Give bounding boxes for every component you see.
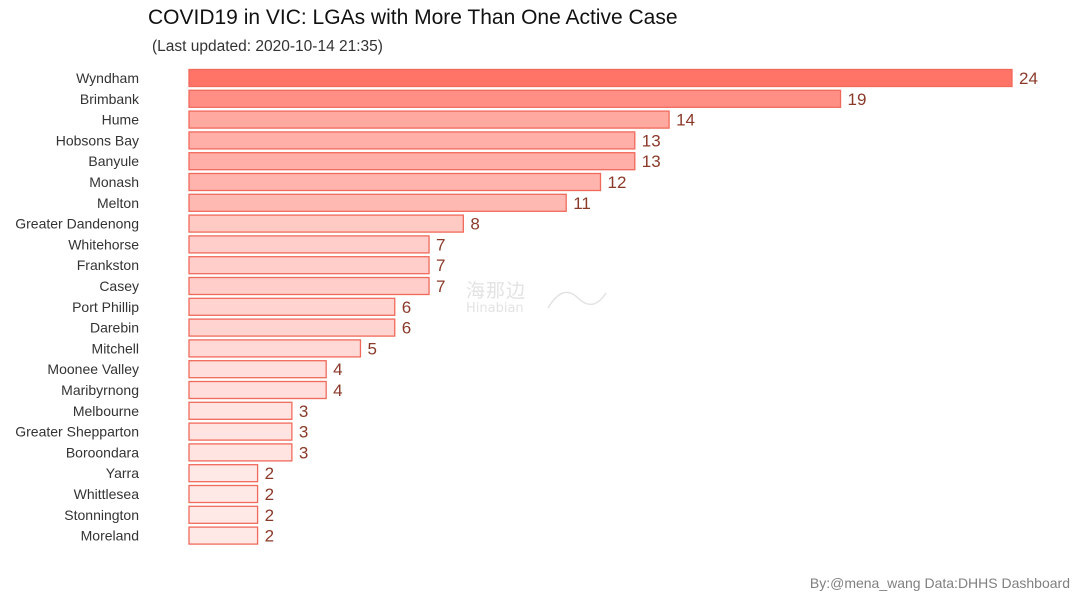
category-label-melbourne: Melbourne	[73, 403, 139, 419]
value-label-melton: 11	[573, 194, 591, 213]
category-label-darebin: Darebin	[90, 320, 139, 336]
category-label-brimbank: Brimbank	[80, 91, 140, 107]
category-label-port-phillip: Port Phillip	[72, 299, 139, 315]
chart-title: COVID19 in VIC: LGAs with More Than One …	[148, 6, 678, 29]
category-label-yarra: Yarra	[106, 465, 139, 481]
value-label-darebin: 6	[402, 319, 411, 338]
value-label-moreland: 2	[265, 527, 274, 546]
category-label-whitehorse: Whitehorse	[68, 236, 139, 252]
value-label-yarra: 2	[265, 464, 274, 483]
value-label-brimbank: 19	[848, 90, 867, 109]
category-label-moonee-valley: Moonee Valley	[47, 361, 139, 377]
value-label-banyule: 13	[642, 152, 661, 171]
bar-whittlesea	[188, 484, 259, 504]
bar-moonee-valley	[188, 360, 327, 379]
category-label-monash: Monash	[89, 174, 139, 190]
value-label-maribyrnong: 4	[333, 381, 342, 400]
bar-frankston	[188, 256, 430, 275]
value-label-mitchell: 5	[367, 339, 376, 358]
category-label-hume: Hume	[102, 112, 140, 128]
bar-brimbank	[188, 89, 842, 108]
category-label-banyule: Banyule	[88, 153, 139, 169]
bar-greater-dandenong	[188, 214, 464, 233]
value-label-frankston: 7	[436, 256, 445, 275]
category-label-hobsons-bay: Hobsons Bay	[56, 132, 139, 148]
category-label-stonnington: Stonnington	[64, 507, 139, 523]
value-label-boroondara: 3	[299, 443, 308, 462]
bars-group	[188, 68, 1013, 545]
category-label-maribyrnong: Maribyrnong	[61, 382, 139, 398]
value-label-hume: 14	[676, 111, 695, 130]
value-label-stonnington: 2	[265, 506, 274, 525]
bar-melbourne	[188, 401, 293, 420]
category-label-frankston: Frankston	[77, 257, 139, 273]
bar-hobsons-bay	[188, 131, 636, 150]
bar-moreland	[188, 526, 259, 545]
value-label-melbourne: 3	[299, 402, 308, 421]
bar-greater-shepparton	[188, 422, 293, 441]
value-label-hobsons-bay: 13	[642, 131, 661, 150]
value-label-moonee-valley: 4	[333, 360, 342, 379]
bar-casey	[188, 276, 430, 296]
category-label-greater-dandenong: Greater Dandenong	[15, 216, 139, 232]
category-label-greater-shepparton: Greater Shepparton	[15, 424, 139, 440]
value-label-whitehorse: 7	[436, 235, 445, 254]
category-labels: Wyndham Brimbank Hume Hobsons Bay Banyule Mon…	[15, 70, 140, 544]
value-label-monash: 12	[608, 173, 627, 192]
bar-whitehorse	[188, 235, 430, 254]
category-label-melton: Melton	[97, 195, 139, 211]
bar-mitchell	[188, 339, 362, 358]
bar-wyndham	[188, 68, 1013, 88]
bar-port-phillip	[188, 297, 396, 316]
category-label-wyndham: Wyndham	[76, 70, 139, 86]
bar-banyule	[188, 152, 636, 171]
chart-caption: By:@mena_wang Data:DHHS Dashboard	[809, 575, 1070, 591]
value-label-greater-dandenong: 8	[470, 215, 479, 234]
value-label-wyndham: 24	[1019, 69, 1038, 88]
chart-subtitle: (Last updated: 2020-10-14 21:35)	[152, 38, 383, 55]
bar-maribyrnong	[188, 380, 327, 400]
category-label-casey: Casey	[99, 278, 139, 294]
category-label-mitchell: Mitchell	[92, 340, 139, 356]
value-label-casey: 7	[436, 277, 445, 296]
bar-yarra	[188, 464, 259, 483]
bar-monash	[188, 172, 602, 192]
bar-melton	[188, 193, 567, 212]
category-label-whittlesea: Whittlesea	[74, 486, 140, 502]
bar-darebin	[188, 318, 396, 337]
category-label-boroondara: Boroondara	[66, 444, 139, 460]
value-label-port-phillip: 6	[402, 298, 411, 317]
bar-hume	[188, 110, 670, 129]
value-label-whittlesea: 2	[265, 485, 274, 504]
bar-stonnington	[188, 505, 259, 524]
value-label-greater-shepparton: 3	[299, 423, 308, 442]
category-label-moreland: Moreland	[81, 528, 139, 544]
bar-boroondara	[188, 443, 293, 462]
